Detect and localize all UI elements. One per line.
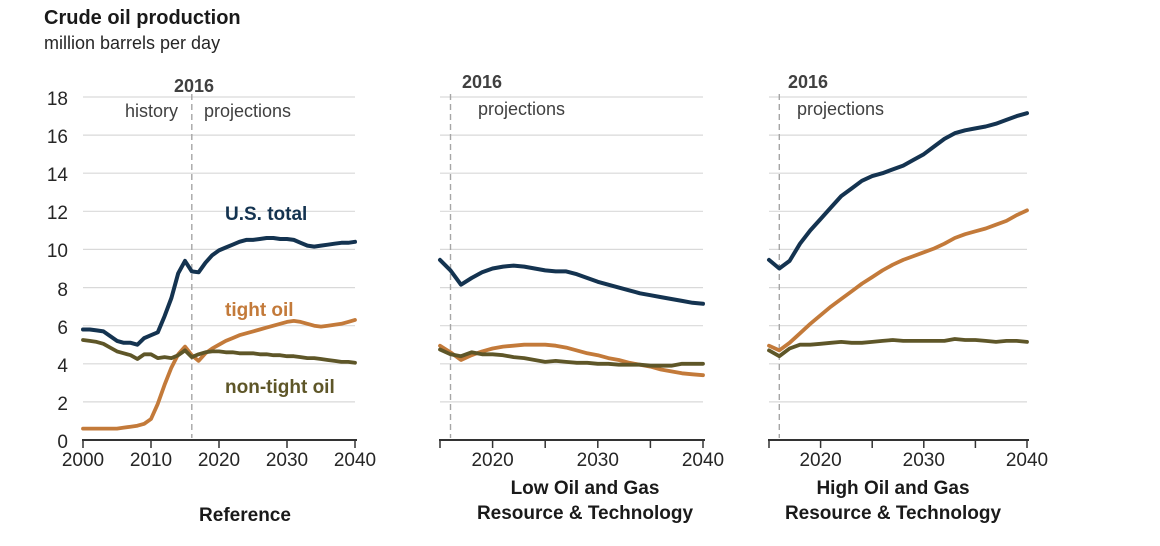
history-label: history [124,101,178,121]
y-tick-label: 4 [57,355,68,377]
x-tick-label: 2030 [902,450,945,471]
projections-label-high: projections [797,99,885,119]
caption-reference: Reference [199,505,291,526]
figure-title: Crude oil production [44,7,241,29]
year-marker-label-low: 2016 [462,72,503,92]
x-tick-label: 2010 [129,450,173,471]
series-label-tight-oil: tight oil [225,300,294,321]
x-tick-label: 2040 [681,450,725,471]
projections-label-low: projections [478,99,566,119]
projections-label-reference: projections [204,101,292,121]
y-tick-label: 16 [46,127,68,149]
series-line-tight-oil [438,342,705,378]
series-label-us-total: U.S. total [225,204,308,225]
y-tick-label: 10 [46,241,68,263]
series-line-us-total [767,111,1029,271]
y-tick-label: 2 [57,393,68,415]
y-tick-label: 18 [46,89,68,110]
y-tick-label: 8 [57,279,68,301]
caption-low-line2: Resource & Technology [476,503,694,524]
x-tick-label: 2020 [197,450,241,471]
year-marker-label-reference: 2016 [173,76,215,96]
x-tick-label: 2030 [576,450,619,471]
year-marker-label-high: 2016 [788,72,829,92]
x-tick-label: 2000 [61,450,105,471]
series-line-us-total [81,236,357,347]
x-tick-label: 2040 [333,450,377,471]
caption-high-line1: High Oil and Gas [816,478,970,499]
series-line-tight-oil [767,208,1029,353]
caption-high-line2: Resource & Technology [784,503,1002,524]
y-tick-label: 12 [46,203,68,225]
x-tick-label: 2040 [1005,450,1049,471]
y-tick-label: 6 [57,317,68,339]
series-line-non-tight-oil [81,338,357,365]
figure-subtitle: million barrels per day [44,33,221,53]
series-line-tight-oil [81,317,357,431]
y-tick-label: 14 [46,165,68,187]
series-line-non-tight-oil [767,337,1029,359]
x-tick-label: 2030 [265,450,309,471]
y-tick-label: 0 [57,432,68,453]
caption-low-line1: Low Oil and Gas [510,478,660,499]
series-line-non-tight-oil [438,347,705,368]
x-tick-label: 2020 [471,450,514,471]
x-tick-label: 2020 [799,450,842,471]
series-label-non-tight-oil: non-tight oil [225,377,335,398]
series-line-us-total [438,257,705,306]
